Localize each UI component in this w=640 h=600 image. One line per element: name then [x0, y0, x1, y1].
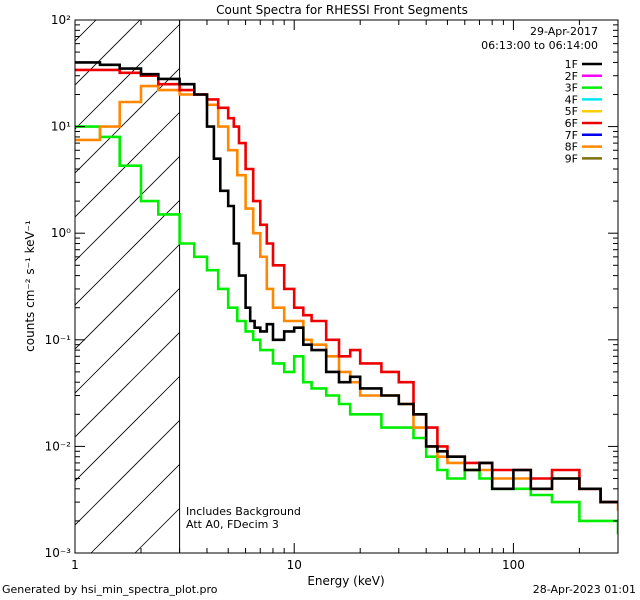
- legend-label-2F: 2F: [565, 70, 578, 83]
- y-tick-label: 10¹: [51, 120, 71, 134]
- legend-label-1F: 1F: [565, 58, 578, 71]
- header-date: 29-Apr-2017: [530, 25, 598, 38]
- x-axis-label: Energy (keV): [307, 574, 384, 588]
- axis-ticks: 10 100 1 10² 10¹ 10⁰ 10⁻¹ 10⁻² 10⁻³: [45, 13, 619, 572]
- legend-label-9F: 9F: [565, 152, 578, 165]
- annotation-background: Includes Background: [186, 505, 301, 518]
- legend-label-6F: 6F: [565, 117, 578, 130]
- hatch-line: [0, 20, 8, 553]
- series-3F: [75, 125, 618, 535]
- plot-timestamp: 28-Apr-2023 01:01: [532, 583, 636, 596]
- hatch-mask: [179, 20, 618, 553]
- y-tick-label: 10⁻²: [45, 439, 72, 453]
- legend-label-3F: 3F: [565, 82, 578, 95]
- chart-title: Count Spectra for RHESSI Front Segments: [216, 3, 468, 17]
- y-axis-label: counts cm⁻² s⁻¹ keV⁻¹: [23, 220, 37, 352]
- y-tick-label: 10²: [51, 13, 71, 27]
- generated-by-text: Generated by hsi_min_spectra_plot.pro: [2, 583, 218, 596]
- x-tick-label: 100: [502, 558, 525, 572]
- legend-label-4F: 4F: [565, 93, 578, 106]
- header-time-range: 06:13:00 to 06:14:00: [481, 39, 598, 52]
- hatch-line: [75, 20, 97, 42]
- y-tick-label: 10⁰: [51, 226, 71, 240]
- hatch-line: [75, 20, 141, 86]
- x-tick-label: 10: [287, 558, 302, 572]
- annotation-attenuator: Att A0, FDecim 3: [186, 518, 279, 531]
- hatch-line: [75, 20, 185, 130]
- series-layer: [75, 61, 618, 535]
- attenuator-hatch-region: [0, 20, 618, 553]
- legend-label-7F: 7F: [565, 129, 578, 142]
- y-tick-label: 10⁻³: [45, 546, 72, 560]
- plot-frame: [74, 19, 619, 554]
- hatch-line: [75, 20, 229, 174]
- y-tick-label: 10⁻¹: [45, 333, 72, 347]
- legend-label-5F: 5F: [565, 105, 578, 118]
- series-1F: [75, 61, 618, 504]
- legend-label-8F: 8F: [565, 141, 578, 154]
- x-tick-label: 1: [71, 558, 79, 572]
